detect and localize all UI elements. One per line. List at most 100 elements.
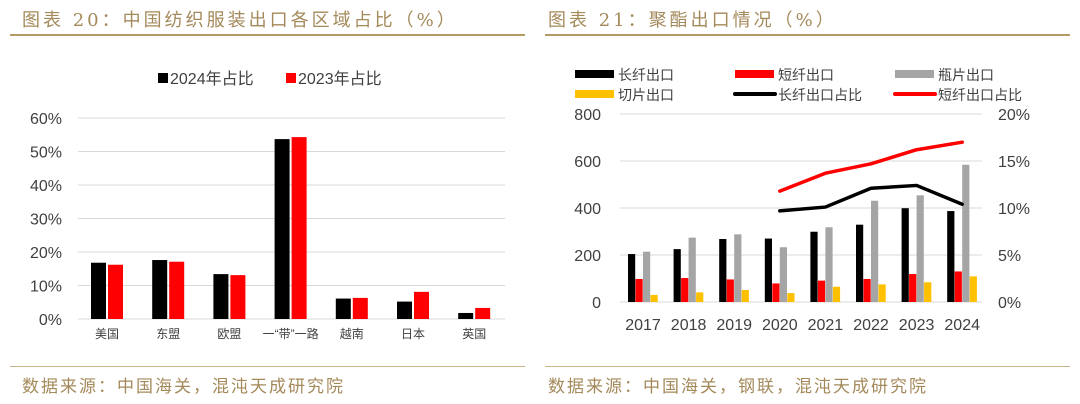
bar-short-fiber (817, 280, 826, 302)
bar-short-fiber (909, 274, 917, 302)
line-long-fiber-share (778, 183, 964, 213)
legend-label: 短纤出口 (778, 67, 834, 83)
legend-label: 瓶片出口 (938, 67, 994, 83)
legend-swatch (286, 73, 296, 83)
legend-swatch (735, 70, 774, 78)
legend-label: 切片出口 (618, 87, 674, 103)
x-tick-label: 2017 (625, 317, 661, 334)
y-tick-label: 400 (574, 201, 601, 218)
bar-2024 (152, 260, 168, 319)
left-source-divider (10, 366, 525, 367)
bar-2024 (274, 139, 290, 319)
bar-2024 (335, 298, 351, 319)
y-tick-label: 800 (574, 107, 601, 124)
x-tick-label: 英国 (462, 327, 486, 341)
bar-short-fiber (726, 279, 734, 302)
bar-long-fiber (810, 231, 818, 302)
x-tick-label: 2023 (899, 317, 935, 334)
bar-bottle-chip (825, 227, 833, 302)
legend-swatch (575, 90, 614, 98)
bar-long-fiber (901, 208, 909, 302)
legend-swatch (158, 73, 168, 83)
bar-bottle-chip (643, 251, 651, 302)
y-tick-label: 40% (30, 178, 62, 195)
y2-tick-label: 20% (998, 107, 1030, 124)
bar-2023 (475, 307, 491, 319)
y2-tick-label: 5% (998, 248, 1021, 265)
bar-2024 (458, 312, 474, 319)
legend-swatch (575, 70, 614, 78)
left-source: 数据来源：中国海关，混沌天成研究院 (22, 377, 345, 397)
x-tick-label: 2019 (716, 317, 752, 334)
x-tick-label: 2024 (944, 317, 980, 334)
y-tick-label: 0 (592, 295, 601, 312)
bar-chip (878, 284, 886, 302)
bar-chip (650, 294, 658, 302)
bar-2023 (169, 261, 185, 319)
bar-long-fiber (628, 254, 636, 302)
right-title-divider (545, 34, 1070, 36)
line-short-fiber-share (778, 140, 964, 193)
y2-tick-label: 0% (998, 295, 1021, 312)
bar-chip (832, 286, 841, 302)
bar-chip (741, 290, 749, 302)
bar-chip (969, 276, 977, 302)
x-tick-label: 东盟 (156, 327, 180, 341)
bar-bottle-chip (916, 195, 924, 302)
legend-swatch (895, 70, 934, 78)
bar-2024 (91, 262, 106, 319)
x-tick-label: 2022 (853, 317, 889, 334)
legend-label: 长纤出口 (618, 67, 674, 83)
bar-2023 (414, 291, 429, 319)
x-tick-label: 美国 (95, 327, 119, 341)
y2-tick-label: 15% (998, 154, 1030, 171)
right-chart-title: 图表 21：聚酯出口情况（%） (548, 10, 837, 31)
bar-chip (787, 293, 795, 302)
x-tick-label: 2020 (762, 317, 798, 334)
y2-tick-label: 10% (998, 201, 1030, 218)
bar-short-fiber (772, 283, 780, 302)
left-chart-title: 图表 20：中国纺织服装出口各区域占比（%） (22, 10, 458, 31)
x-tick-label: 越南 (340, 326, 364, 341)
bar-2023 (291, 137, 307, 319)
bar-bottle-chip (871, 200, 879, 302)
bar-bottle-chip (734, 234, 742, 302)
x-tick-label: 日本 (401, 327, 425, 341)
y-tick-label: 60% (30, 111, 62, 128)
bar-long-fiber (764, 238, 772, 302)
right-source: 数据来源：中国海关，钢联，混沌天成研究院 (548, 377, 928, 397)
bar-short-fiber (635, 278, 643, 302)
bar-short-fiber (954, 271, 962, 302)
y-tick-label: 600 (574, 154, 601, 171)
y-tick-label: 10% (30, 279, 62, 296)
bar-2023 (108, 264, 123, 319)
legend-label: 2023年占比 (298, 70, 382, 88)
bar-bottle-chip (688, 237, 696, 302)
bar-bottle-chip (779, 247, 787, 302)
bar-long-fiber (947, 211, 955, 302)
bar-short-fiber (681, 278, 689, 302)
bar-2023 (352, 297, 368, 319)
bar-short-fiber (863, 278, 871, 302)
bar-2024 (213, 274, 229, 319)
x-tick-label: 欧盟 (217, 327, 241, 341)
legend-label: 长纤出口占比 (778, 87, 862, 103)
bar-chip (924, 282, 932, 302)
bar-bottle-chip (962, 164, 970, 302)
bar-chip (696, 292, 704, 302)
x-tick-label: 2018 (671, 317, 707, 334)
y-tick-label: 0% (39, 312, 62, 329)
legend-label: 短纤出口占比 (938, 87, 1022, 103)
legend-label: 2024年占比 (170, 70, 254, 88)
bar-2023 (230, 275, 246, 319)
bar-long-fiber (719, 239, 727, 302)
left-title-divider (10, 34, 525, 36)
right-source-divider (545, 366, 1070, 367)
y-tick-label: 20% (30, 245, 62, 262)
x-tick-label: 一“带”一路 (263, 326, 319, 341)
y-tick-label: 50% (30, 145, 62, 162)
bar-long-fiber (856, 224, 864, 302)
bar-2024 (397, 301, 412, 319)
y-tick-label: 200 (574, 248, 601, 265)
